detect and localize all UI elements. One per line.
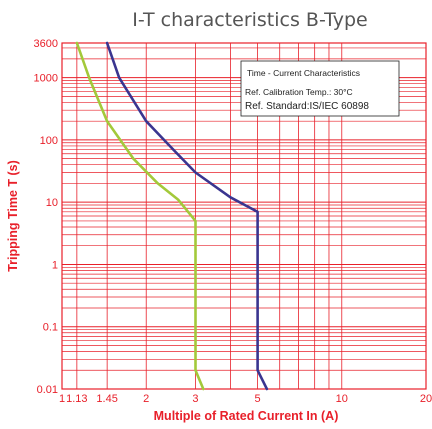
x-tick-label: 1 [59,393,65,405]
y-tick-label: 1000 [34,73,58,85]
annotation-box [240,60,400,117]
annotation-calibration: Ref. Calibration Temp.: 30°C [245,87,353,97]
x-tick-label: 10 [336,393,348,405]
y-tick-label: 1 [52,259,58,271]
y-tick-label: 100 [40,135,58,147]
annotation-standard: Ref. Standard:IS/IEC 60898 [245,101,369,112]
annotation-title: Time - Current Characteristics [247,68,360,78]
y-tick-label: 0.01 [37,384,58,396]
x-tick-label: 3 [192,393,198,405]
series-layer [75,41,269,391]
y-tick-label: 10 [46,197,58,209]
x-axis-label: Multiple of Rated Current In (A) [154,409,339,423]
x-tick-label: 20 [420,393,432,405]
x-tick-label: 1.45 [96,393,117,405]
legend-box: Time - Current Characteristics Ref. Calib… [240,60,400,117]
y-tick-label: 3600 [34,38,58,50]
y-axis-label: Tripping Time T (s) [6,160,20,272]
plot-frame [61,42,427,390]
y-tick-label: 0.1 [43,322,58,334]
x-tick-label: 2 [143,393,149,405]
series-line-upper [105,41,269,391]
x-tick-label: 1.13 [66,393,87,405]
series-line-lower [75,41,205,391]
chart-title: I-T characteristics B-Type [132,9,367,31]
x-tick-label: 5 [254,393,260,405]
